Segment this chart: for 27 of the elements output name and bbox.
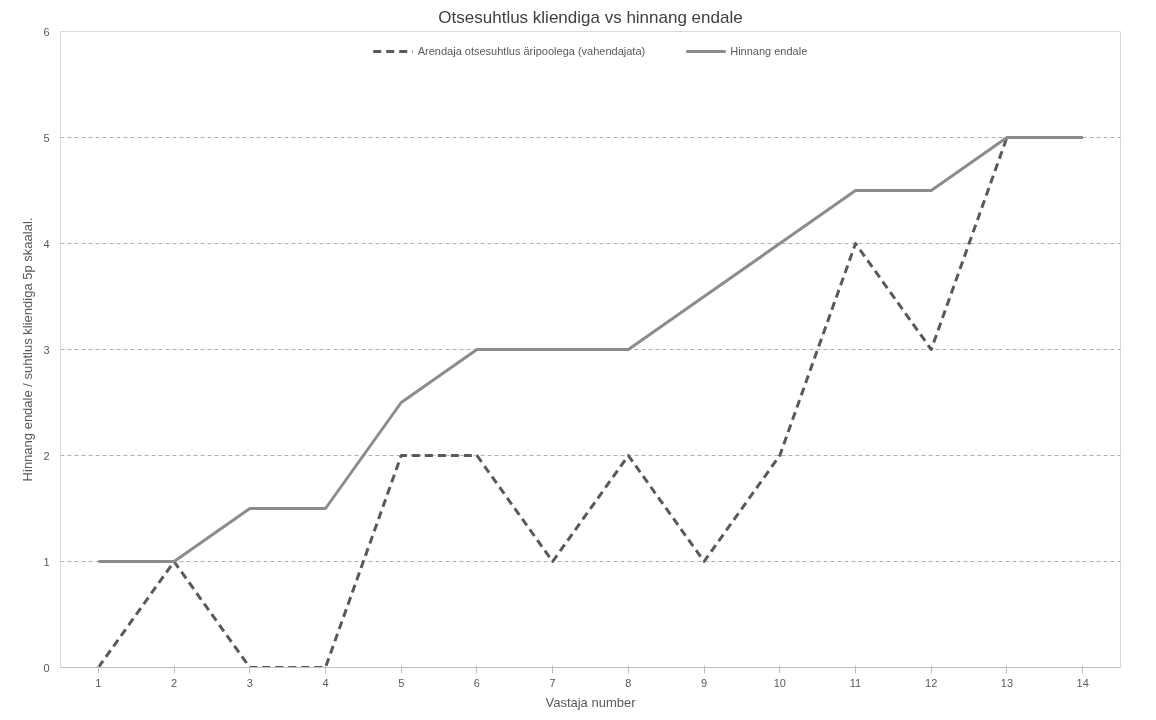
x-tick-label: 10 (773, 676, 786, 689)
line-series (96, 136, 1085, 563)
x-tick-label: 2 (171, 676, 178, 689)
x-tick-label: 4 (322, 676, 329, 689)
x-tick-label: 1 (95, 676, 102, 689)
x-tick-label: 13 (1000, 676, 1014, 689)
legend-label: Arendaja otsesuhtlus äripoolega (vahendajata) (417, 45, 646, 57)
y-tick-label: 2 (43, 449, 50, 462)
x-tick-label: 8 (625, 676, 632, 689)
y-tick-label: 4 (43, 237, 50, 250)
y-tick-label: 0 (43, 661, 50, 674)
x-tick-label: 9 (701, 676, 708, 689)
x-tick-label: 5 (398, 676, 405, 689)
x-tick-label: 12 (925, 676, 938, 689)
y-tick-label: 6 (43, 25, 50, 38)
chart-title: Otsesuhtlus kliendiga vs hinnang endale (438, 7, 743, 27)
x-tick-label: 3 (246, 676, 253, 689)
x-tick-label: 7 (549, 676, 556, 689)
legend-label: Hinnang endale (730, 45, 808, 57)
x-tick-label: 11 (849, 676, 862, 689)
x-tick-label: 6 (473, 676, 480, 689)
y-tick-label: 3 (43, 343, 50, 356)
y-tick-label: 5 (43, 131, 50, 144)
y-tick-label: 1 (43, 555, 50, 568)
y-axis-title: Hinnang endale / suhtlus kliendiga 5p skaalal. (20, 217, 36, 482)
x-axis-title: Vastaja number (545, 694, 637, 710)
x-tick-label: 14 (1076, 676, 1089, 689)
